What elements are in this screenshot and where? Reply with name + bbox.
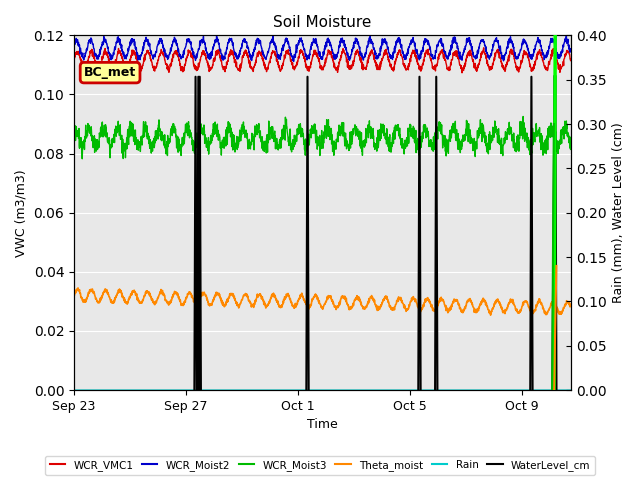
Title: Soil Moisture: Soil Moisture [273, 15, 372, 30]
X-axis label: Time: Time [307, 419, 338, 432]
Text: BC_met: BC_met [84, 66, 136, 79]
Legend: WCR_VMC1, WCR_Moist2, WCR_Moist3, Theta_moist, Rain, WaterLevel_cm: WCR_VMC1, WCR_Moist2, WCR_Moist3, Theta_… [45, 456, 595, 475]
Y-axis label: Rain (mm), Water Level (cm): Rain (mm), Water Level (cm) [612, 122, 625, 303]
Y-axis label: VWC (m3/m3): VWC (m3/m3) [15, 169, 28, 256]
